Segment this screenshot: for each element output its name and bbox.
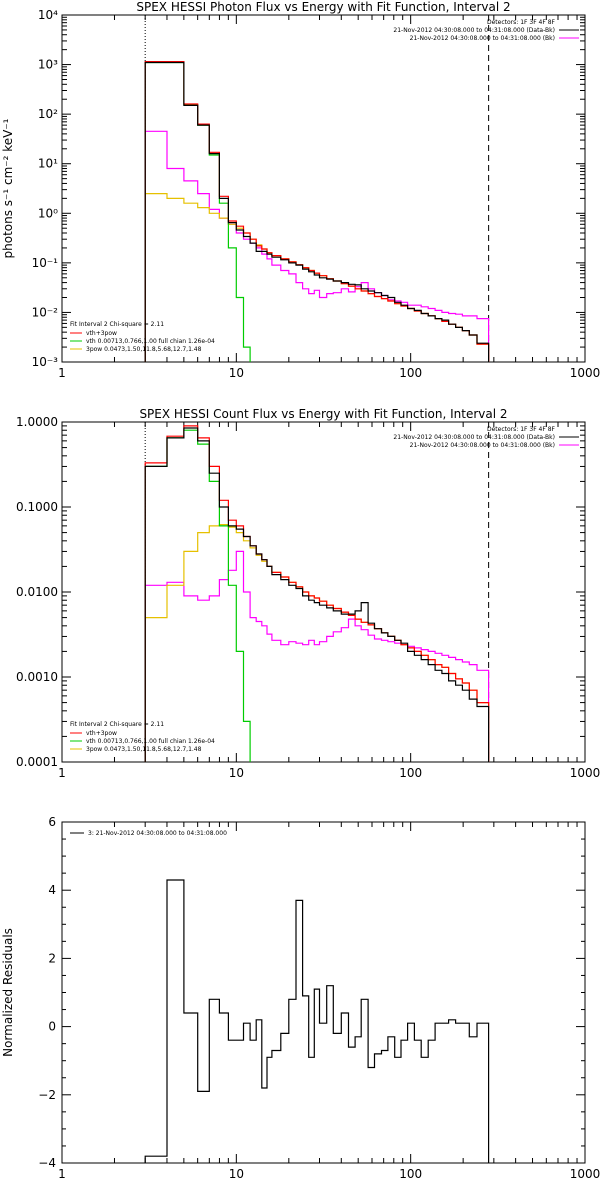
fit-legend-text: vth+3pow xyxy=(86,730,117,737)
plot-area xyxy=(144,422,490,762)
x-tick-label: 1000 xyxy=(570,1167,600,1181)
legend-text: 21-Nov-2012 04:30:08.000 to 04:31:08.000… xyxy=(410,35,555,42)
y-tick-label: 0.1000 xyxy=(16,500,58,514)
fit-legend-header: Fit Interval 2 Chi-square = 2.11 xyxy=(70,721,164,728)
y-tick-label: 10⁻³ xyxy=(32,355,59,369)
x-tick-label: 100 xyxy=(399,766,422,780)
fit-legend-text: vth 0.00713,0.766,1.00 full chian 1.26e-… xyxy=(86,738,215,745)
legend-text: 3: 21-Nov-2012 04:30:08.000 to 04:31:08.… xyxy=(88,830,227,837)
plot-frame xyxy=(61,421,586,763)
y-tick-label: 4 xyxy=(48,883,56,897)
fit-legend-text: 3pow 0.0473,1.50,11.8,5.68,12.7,1.48 xyxy=(86,346,202,353)
plot-area xyxy=(144,879,490,1163)
y-tick-label: 10⁻² xyxy=(32,305,59,319)
x-tick-label: 10 xyxy=(229,766,244,780)
legend-text: Detectors: 1F 3F 4F 8F xyxy=(487,426,556,433)
fit-legend-header: Fit Interval 2 Chi-square = 2.11 xyxy=(70,321,164,328)
y-tick-label: 10⁴ xyxy=(38,8,58,22)
series-vth-line xyxy=(144,429,251,762)
y-tick-label: 0.0001 xyxy=(16,755,58,769)
chart-1: SPEX HESSI Photon Flux vs Energy with Fi… xyxy=(1,0,600,380)
y-tick-label: 10⁻¹ xyxy=(32,256,59,270)
plot-frame xyxy=(61,14,586,363)
series-data-line xyxy=(144,427,490,762)
x-tick-label: 10 xyxy=(229,366,244,380)
x-tick-label: 1 xyxy=(58,366,66,380)
x-tick-label: 100 xyxy=(399,1167,422,1181)
series-background-line xyxy=(144,130,490,362)
series-vth-3pow-line xyxy=(144,425,490,762)
plot-frame xyxy=(61,821,586,1164)
legend-text: 21-Nov-2012 04:30:08.000 to 04:31:08.000… xyxy=(393,434,555,441)
chart-3: 1 10 100 1000 −4 −2 0 2 4 6 Normalized Residuals 3:… xyxy=(1,815,600,1181)
y-axis-label: Normalized Residuals xyxy=(1,928,15,1057)
y-tick-label: −4 xyxy=(38,1156,56,1170)
y-tick-label: 0.0100 xyxy=(16,585,58,599)
y-tick-label: 2 xyxy=(48,951,56,965)
x-tick-label: 10 xyxy=(229,1167,244,1181)
y-tick-label: 10³ xyxy=(38,58,58,72)
fit-legend-text: vth+3pow xyxy=(86,330,117,337)
y-tick-label: 10² xyxy=(38,107,58,121)
x-tick-label: 1000 xyxy=(570,766,600,780)
series-background-line xyxy=(144,550,490,762)
chart-2: SPEX HESSI Count Flux vs Energy with Fit… xyxy=(16,407,600,780)
y-tick-label: 6 xyxy=(48,815,56,829)
x-tick-label: 1 xyxy=(58,1167,66,1181)
fit-legend-text: 3pow 0.0473,1.50,11.8,5.68,12.7,1.48 xyxy=(86,746,202,753)
y-tick-label: 1.0000 xyxy=(16,415,58,429)
y-tick-label: 10⁰ xyxy=(38,206,58,220)
y-axis-label: photons s⁻¹ cm⁻² keV⁻¹ xyxy=(1,118,15,258)
fit-legend-text: vth 0.00713,0.766,1.00 full chian 1.26e-… xyxy=(86,338,215,345)
y-tick-label: 0 xyxy=(48,1020,56,1034)
y-tick-label: 10¹ xyxy=(38,157,58,171)
series-data-line xyxy=(144,879,490,1163)
chart-title: SPEX HESSI Photon Flux vs Energy with Fi… xyxy=(136,0,510,14)
x-tick-label: 1 xyxy=(58,766,66,780)
y-tick-label: 0.0010 xyxy=(16,670,58,684)
legend-text: Detectors: 1F 3F 4F 8F xyxy=(487,19,556,26)
legend-text: 21-Nov-2012 04:30:08.000 to 04:31:08.000… xyxy=(393,27,555,34)
y-tick-label: −2 xyxy=(38,1088,56,1102)
chart-title: SPEX HESSI Count Flux vs Energy with Fit… xyxy=(139,407,507,421)
x-tick-label: 100 xyxy=(399,366,422,380)
plot-area xyxy=(144,15,490,362)
x-tick-label: 1000 xyxy=(570,366,600,380)
series-vth-line xyxy=(144,61,251,362)
series-data-line xyxy=(144,61,490,362)
legend-text: 21-Nov-2012 04:30:08.000 to 04:31:08.000… xyxy=(410,442,555,449)
